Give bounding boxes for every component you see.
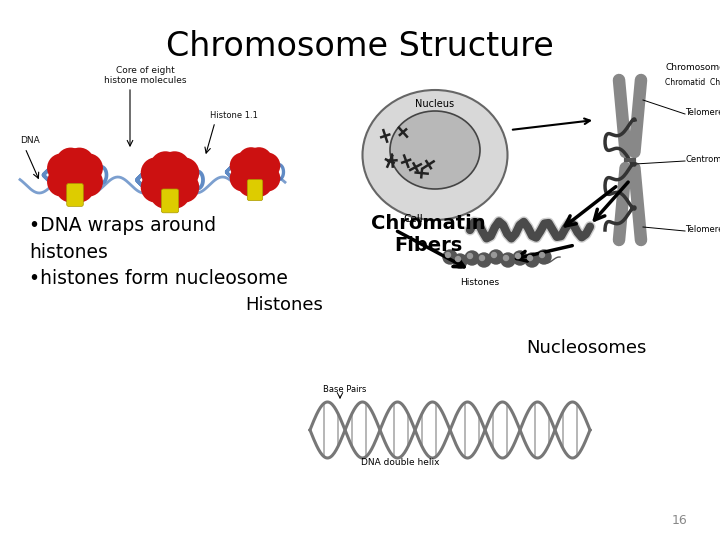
FancyBboxPatch shape	[67, 184, 84, 206]
Text: Chromatid  Chromatid: Chromatid Chromatid	[665, 78, 720, 87]
Text: Chromosome Structure: Chromosome Structure	[166, 30, 554, 63]
Circle shape	[168, 172, 199, 202]
Circle shape	[159, 178, 190, 209]
Ellipse shape	[390, 111, 480, 189]
Circle shape	[537, 250, 551, 264]
Text: Histones: Histones	[246, 296, 323, 314]
Circle shape	[238, 147, 264, 174]
Text: Core of eight
histone molecules: Core of eight histone molecules	[104, 65, 186, 85]
Circle shape	[238, 170, 264, 197]
Circle shape	[492, 253, 497, 258]
Circle shape	[73, 153, 103, 183]
Circle shape	[246, 147, 272, 174]
Circle shape	[453, 254, 467, 268]
Circle shape	[56, 173, 85, 202]
Text: Histones: Histones	[460, 278, 500, 287]
Circle shape	[47, 167, 76, 197]
Circle shape	[513, 251, 527, 265]
Circle shape	[443, 250, 457, 264]
Circle shape	[446, 253, 451, 258]
Circle shape	[65, 173, 94, 202]
Circle shape	[456, 256, 461, 261]
FancyBboxPatch shape	[247, 179, 263, 200]
Text: Histone 1.1: Histone 1.1	[210, 111, 258, 120]
Text: Centromere: Centromere	[685, 155, 720, 164]
Ellipse shape	[362, 90, 508, 220]
Circle shape	[539, 253, 544, 258]
Circle shape	[230, 165, 256, 192]
Text: Nucleus: Nucleus	[415, 99, 454, 109]
Circle shape	[253, 165, 280, 192]
Text: Telomere: Telomere	[685, 225, 720, 234]
Circle shape	[516, 253, 521, 259]
Text: Telomere: Telomere	[685, 108, 720, 117]
Circle shape	[65, 147, 94, 177]
Text: Base Pairs: Base Pairs	[323, 385, 366, 394]
Text: DNA double helix: DNA double helix	[361, 458, 439, 467]
Circle shape	[525, 253, 539, 267]
Text: Cell: Cell	[403, 214, 423, 224]
Circle shape	[140, 157, 171, 188]
Circle shape	[501, 253, 515, 267]
Circle shape	[477, 253, 491, 267]
Circle shape	[140, 172, 171, 202]
Circle shape	[465, 251, 479, 265]
Text: Nucleosomes: Nucleosomes	[526, 339, 647, 357]
FancyBboxPatch shape	[161, 189, 179, 213]
Circle shape	[150, 178, 181, 209]
Circle shape	[150, 151, 181, 182]
Text: •DNA wraps around
histones
•histones form nucleosome: •DNA wraps around histones •histones for…	[29, 216, 288, 288]
Text: DNA: DNA	[20, 136, 40, 145]
Circle shape	[56, 147, 85, 177]
Text: Chromatin
Fibers: Chromatin Fibers	[371, 214, 486, 255]
Circle shape	[253, 152, 280, 179]
Circle shape	[230, 152, 256, 179]
Circle shape	[480, 255, 485, 260]
Circle shape	[159, 151, 190, 182]
Text: 16: 16	[672, 514, 688, 526]
Circle shape	[467, 253, 472, 259]
Circle shape	[503, 255, 508, 260]
Circle shape	[73, 167, 103, 197]
Circle shape	[168, 157, 199, 188]
Circle shape	[47, 153, 76, 183]
Circle shape	[528, 255, 533, 260]
Circle shape	[246, 170, 272, 197]
Circle shape	[489, 250, 503, 264]
Text: Chromosome: Chromosome	[665, 63, 720, 72]
